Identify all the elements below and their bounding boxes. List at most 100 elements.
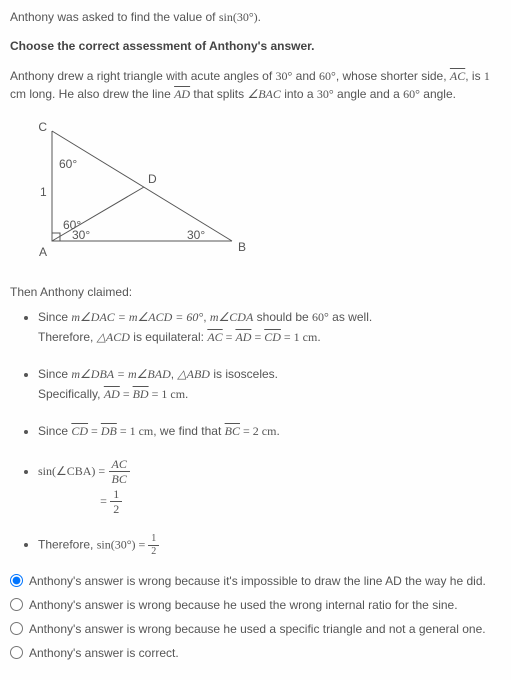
t: AC — [109, 457, 130, 472]
t: should be — [253, 310, 312, 324]
t: △ABD — [177, 367, 210, 381]
t: = — [88, 424, 101, 438]
t: 60° — [319, 69, 336, 83]
t: , we find that — [153, 424, 224, 438]
seg: DB — [101, 424, 117, 438]
t: m∠CDA — [210, 310, 253, 324]
t: = — [120, 387, 133, 401]
t: = — [251, 330, 264, 344]
t: , whose shorter side, — [336, 69, 450, 83]
intro-line: Anthony was asked to find the value of s… — [10, 10, 501, 25]
list-item: Therefore, sin(30°) = 12 — [38, 533, 501, 558]
choice-radio-0[interactable] — [10, 574, 23, 587]
seg: CD — [264, 330, 281, 344]
seg: AD — [235, 330, 251, 344]
lbl-c: C — [38, 121, 47, 134]
t: angle. — [420, 87, 456, 101]
t: and — [292, 69, 319, 83]
lbl-a: A — [39, 245, 47, 259]
t: is equilateral: — [130, 330, 207, 344]
choice-label: Anthony's answer is correct. — [29, 646, 179, 660]
choice-radio-3[interactable] — [10, 646, 23, 659]
ang: 30° — [72, 228, 90, 242]
t: Since — [38, 367, 71, 381]
choice-label: Anthony's answer is wrong because he use… — [29, 622, 486, 636]
t: . — [276, 424, 279, 438]
seg: AD — [104, 387, 120, 401]
t: 1 — [110, 487, 122, 502]
t: . — [185, 387, 188, 401]
t: angle and a — [334, 87, 403, 101]
t: as well. — [329, 310, 372, 324]
seg: AC — [450, 69, 465, 83]
t: . — [317, 330, 320, 344]
seg: AD — [174, 87, 190, 101]
t: m∠DBA = m∠BAD — [71, 367, 170, 381]
choice-label: Anthony's answer is wrong because he use… — [29, 598, 458, 612]
t: Specifically, — [38, 387, 104, 401]
t: sin(∠CBA) = — [38, 464, 105, 478]
t: Therefore, — [38, 537, 97, 551]
t: Anthony was asked to find the value of — [10, 10, 219, 24]
t: ∠BAC — [247, 87, 280, 101]
t: 60° — [312, 310, 329, 324]
question-prompt: Choose the correct assessment of Anthony… — [10, 39, 501, 53]
list-item: Since m∠DBA = m∠BAD, △ABD is isosceles. … — [38, 364, 501, 405]
choice-label: Anthony's answer is wrong because it's i… — [29, 574, 486, 588]
t: Since — [38, 424, 71, 438]
t: 30° — [276, 69, 293, 83]
choice-radio-2[interactable] — [10, 622, 23, 635]
lbl-d: D — [148, 172, 157, 186]
lbl-b: B — [238, 240, 246, 254]
t: 1 cm — [161, 387, 185, 401]
t: 1 — [148, 533, 159, 546]
t: Since — [38, 310, 71, 324]
t: cm long. He also drew the line — [10, 87, 174, 101]
list-item: sin(∠CBA) = ACBC sin(∠CBA) = 12 — [38, 457, 501, 517]
t: m∠DAC = m∠ACD = 60° — [71, 310, 203, 324]
triangle-diagram: C A B D 1 60° 60° 30° 30° — [22, 121, 252, 271]
seg: CD — [71, 424, 88, 438]
ang: 60° — [59, 157, 77, 171]
t: = — [117, 424, 130, 438]
choice-row[interactable]: Anthony's answer is correct. — [10, 646, 501, 660]
t: Therefore, — [38, 330, 97, 344]
t: 60° — [403, 87, 420, 101]
t: , — [203, 310, 210, 324]
list-item: Since CD = DB = 1 cm, we find that BC = … — [38, 421, 501, 441]
t: 2 — [110, 502, 122, 516]
t: 1 cm — [130, 424, 154, 438]
t: = — [223, 330, 236, 344]
t: 30° — [317, 87, 334, 101]
t: = — [149, 387, 162, 401]
t: = — [100, 494, 107, 508]
claim-list: Since m∠DAC = m∠ACD = 60°, m∠CDA should … — [10, 307, 501, 558]
t: is isosceles. — [210, 367, 278, 381]
seg: AC — [207, 330, 222, 344]
ang: 30° — [187, 228, 205, 242]
choice-row[interactable]: Anthony's answer is wrong because he use… — [10, 622, 501, 636]
lbl-one: 1 — [40, 185, 47, 199]
choice-row[interactable]: Anthony's answer is wrong because he use… — [10, 598, 501, 612]
t: sin(30°) = — [97, 537, 149, 551]
claimed-label: Then Anthony claimed: — [10, 285, 501, 299]
t: , is — [465, 69, 484, 83]
t: 1 — [484, 69, 490, 83]
t: Anthony drew a right triangle with acute… — [10, 69, 276, 83]
t: . — [258, 10, 261, 24]
seg: BD — [133, 387, 149, 401]
t: 2 cm — [253, 424, 277, 438]
answer-choices: Anthony's answer is wrong because it's i… — [10, 574, 501, 660]
t: △ACD — [97, 330, 130, 344]
list-item: Since m∠DAC = m∠ACD = 60°, m∠CDA should … — [38, 307, 501, 348]
choice-row[interactable]: Anthony's answer is wrong because it's i… — [10, 574, 501, 588]
t: = — [240, 424, 253, 438]
t: sin(30°) — [219, 10, 258, 24]
t: that splits — [190, 87, 247, 101]
t: into a — [281, 87, 317, 101]
t: 2 — [148, 546, 159, 558]
description: Anthony drew a right triangle with acute… — [10, 67, 501, 103]
t: BC — [109, 472, 130, 486]
choice-radio-1[interactable] — [10, 598, 23, 611]
t: = — [281, 330, 294, 344]
